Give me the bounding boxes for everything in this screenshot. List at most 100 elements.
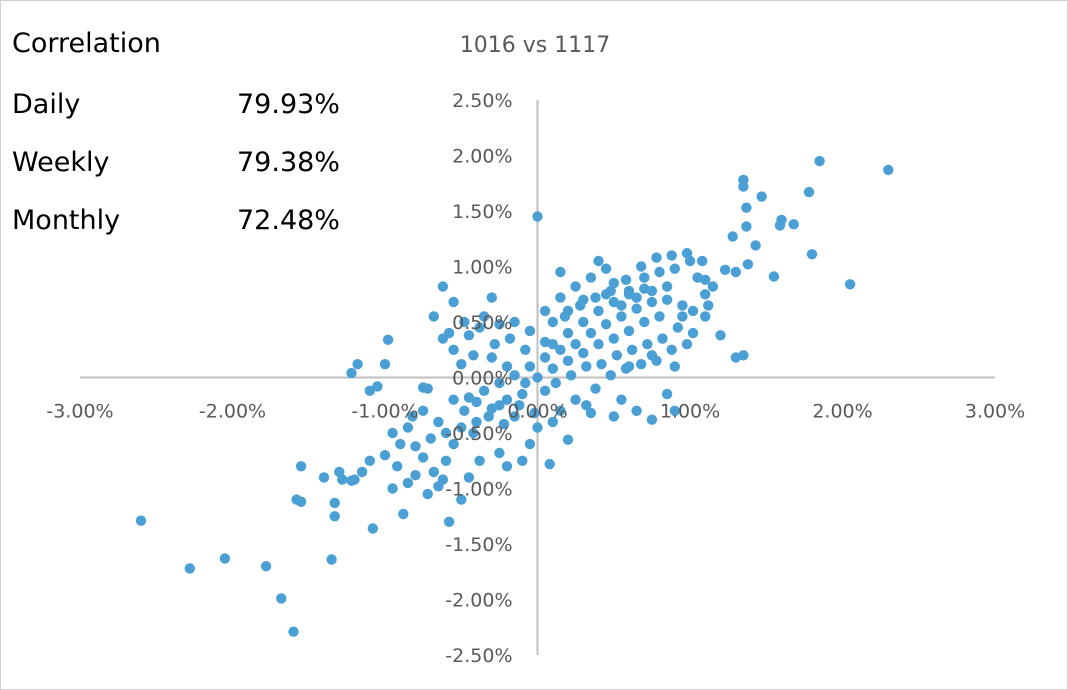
data-point xyxy=(642,339,653,350)
data-point xyxy=(611,350,622,361)
data-point xyxy=(486,292,497,303)
correlation-row-monthly: Monthly 72.48% xyxy=(12,192,340,250)
x-tick-label: 3.00% xyxy=(965,401,1025,423)
data-point xyxy=(738,181,749,192)
data-point xyxy=(463,392,475,403)
data-point xyxy=(437,281,449,292)
data-point xyxy=(600,289,612,300)
data-point xyxy=(620,274,632,285)
data-point xyxy=(555,292,566,303)
data-point xyxy=(666,344,677,355)
data-point xyxy=(555,266,566,278)
data-point xyxy=(417,405,429,416)
data-point xyxy=(559,311,571,322)
data-point xyxy=(883,164,894,176)
data-point xyxy=(524,361,536,372)
data-point xyxy=(517,455,528,466)
data-point xyxy=(616,394,627,405)
data-point xyxy=(715,330,726,341)
data-point xyxy=(387,483,398,494)
data-point xyxy=(646,296,658,308)
y-tick-label: -0.50% xyxy=(445,423,512,445)
data-point xyxy=(410,441,421,452)
data-point xyxy=(260,561,272,572)
data-point xyxy=(532,211,543,222)
data-point xyxy=(428,311,439,322)
data-point xyxy=(456,359,467,370)
data-point xyxy=(471,416,482,428)
data-point xyxy=(616,300,627,311)
data-point xyxy=(468,350,479,361)
data-point xyxy=(532,422,543,433)
y-tick-label: 1.50% xyxy=(452,201,512,223)
data-point xyxy=(661,388,673,400)
correlation-label: Daily xyxy=(12,89,81,120)
data-point xyxy=(372,381,383,392)
data-point xyxy=(318,472,330,483)
data-point xyxy=(448,296,459,308)
data-point xyxy=(529,407,540,419)
data-point xyxy=(646,414,658,425)
data-point xyxy=(844,279,856,290)
data-point xyxy=(501,361,513,372)
data-point xyxy=(448,394,459,405)
data-point xyxy=(681,339,693,350)
data-point xyxy=(562,434,574,445)
data-point xyxy=(422,383,433,394)
x-tick-label: -2.00% xyxy=(199,401,266,423)
x-tick-label: 0.00% xyxy=(507,401,567,423)
data-point xyxy=(803,186,815,198)
data-point xyxy=(440,455,452,466)
data-point xyxy=(631,405,642,416)
x-tick-label: -3.00% xyxy=(46,401,113,423)
data-point xyxy=(639,316,650,328)
data-point xyxy=(524,438,536,450)
data-point xyxy=(697,255,708,267)
data-point xyxy=(437,333,449,344)
data-point xyxy=(395,438,406,450)
data-point xyxy=(288,626,299,637)
data-point xyxy=(727,231,738,242)
data-point xyxy=(478,385,490,396)
data-point xyxy=(575,300,586,311)
data-point xyxy=(590,383,601,394)
y-tick-label: 1.00% xyxy=(452,257,512,279)
data-point xyxy=(547,416,558,428)
data-point xyxy=(468,427,479,439)
data-point xyxy=(379,359,391,370)
data-point xyxy=(382,334,394,345)
data-point xyxy=(692,272,703,283)
y-tick-label: 2.00% xyxy=(452,146,512,168)
data-point xyxy=(456,422,467,433)
data-point xyxy=(593,339,604,350)
data-point xyxy=(631,292,642,303)
data-point xyxy=(654,266,665,278)
data-point xyxy=(738,350,749,361)
data-point xyxy=(402,422,414,433)
data-point xyxy=(509,370,520,381)
data-point xyxy=(219,553,231,564)
data-point xyxy=(651,252,662,263)
correlation-value: 79.38% xyxy=(237,147,340,178)
data-point xyxy=(456,494,467,505)
data-point xyxy=(608,411,619,422)
data-point xyxy=(433,416,444,428)
data-point xyxy=(687,305,699,317)
data-point xyxy=(539,352,551,363)
data-point xyxy=(326,554,337,565)
data-point xyxy=(774,220,786,231)
y-tick-label: -1.50% xyxy=(445,534,512,556)
data-point xyxy=(578,347,589,359)
data-point xyxy=(562,327,574,339)
data-point xyxy=(459,316,470,328)
data-point xyxy=(471,396,482,408)
data-point xyxy=(547,339,558,350)
data-point xyxy=(379,450,391,461)
data-point xyxy=(570,281,581,292)
data-point xyxy=(681,248,693,259)
x-tick-label: -1.00% xyxy=(351,401,418,423)
y-tick-label: -2.50% xyxy=(445,645,512,667)
data-point xyxy=(669,405,680,416)
data-point xyxy=(463,330,475,341)
